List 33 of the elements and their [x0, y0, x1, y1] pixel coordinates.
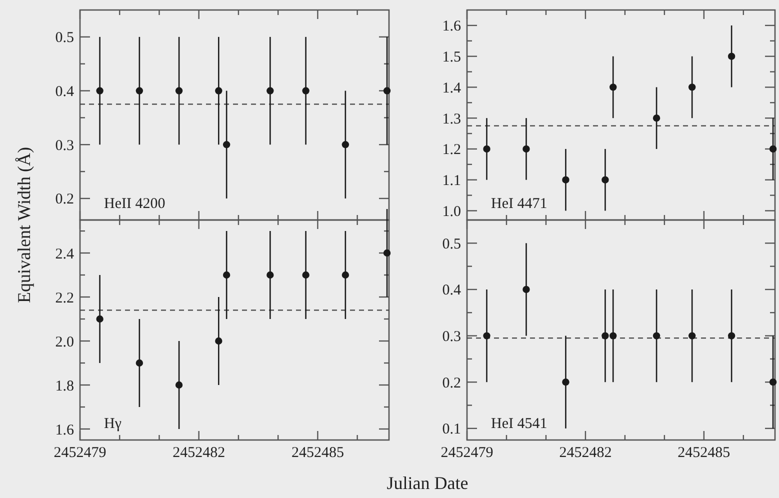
x-axis-title: Julian Date [386, 473, 468, 493]
y-tick-label: 0.2 [55, 192, 74, 208]
y-tick-label: 1.6 [55, 422, 74, 438]
x-tick-label: 2452482 [559, 445, 612, 461]
y-tick-label: 0.3 [55, 138, 74, 154]
y-tick-label: 0.5 [55, 30, 74, 46]
y-tick-label: 0.1 [442, 422, 461, 438]
y-tick-label: 0.5 [442, 236, 461, 252]
x-tick-label: 2452485 [678, 445, 730, 461]
y-tick-label: 0.3 [442, 329, 461, 346]
y-tick-label: 2.2 [55, 290, 74, 306]
y-tick-label: 1.6 [442, 18, 462, 35]
y-tick-label: 0.4 [442, 282, 462, 299]
y-tick-label: 1.2 [442, 142, 461, 158]
y-tick-label: 1.5 [442, 50, 461, 66]
x-tick-label: 2452479 [440, 445, 494, 461]
y-tick-label: 0.2 [442, 375, 461, 392]
x-tick-label: 2452482 [172, 445, 226, 461]
y-tick-label: 1.8 [55, 378, 74, 394]
annotation: HeII 4200 [104, 196, 166, 212]
y-tick-label: 2.4 [55, 246, 74, 262]
y-tick-label: 1.4 [442, 80, 462, 96]
y-tick-label: 2.0 [55, 334, 74, 350]
y-tick-label: 1.3 [442, 111, 461, 128]
annotation: HeI 4541 [491, 416, 548, 432]
annotation: Hγ [104, 416, 122, 432]
y-tick-label: 1.1 [442, 173, 461, 190]
x-tick-label: 2452485 [291, 445, 344, 461]
y-tick-label: 1.0 [442, 204, 461, 220]
y-axis-title: Equivalent Width (Å) [14, 147, 34, 303]
annotation: HeI 4471 [491, 196, 548, 212]
y-tick-label: 0.4 [55, 84, 74, 100]
x-tick-label: 2452479 [54, 445, 106, 461]
